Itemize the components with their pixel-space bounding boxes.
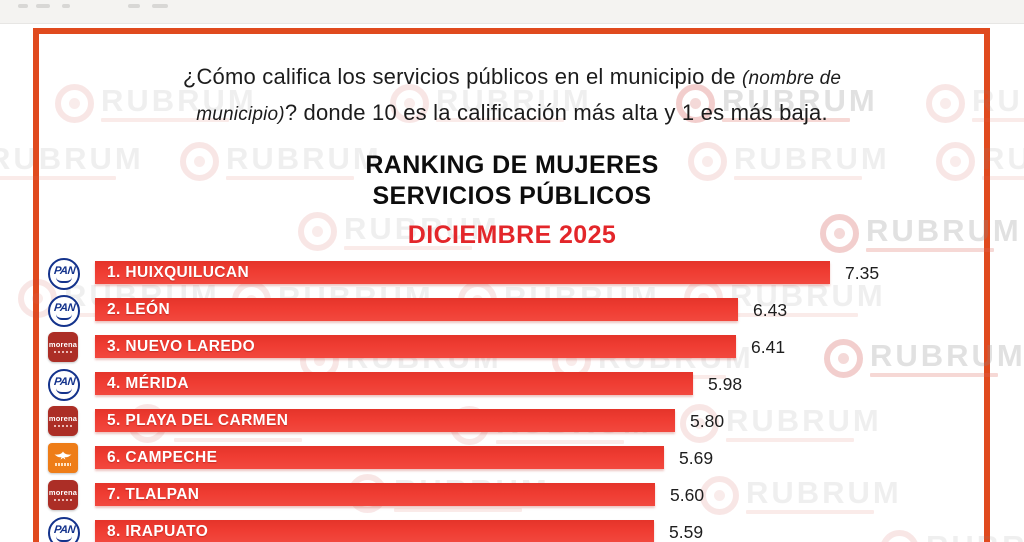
browser-top-strip xyxy=(0,0,1024,24)
ranking-row: 6. CAMPECHE 5.69 xyxy=(0,443,1024,473)
score-bar: 4. MÉRIDA xyxy=(95,372,693,395)
pan-swoosh-icon xyxy=(56,536,72,542)
municipality-label: 3. NUEVO LAREDO xyxy=(107,337,256,355)
score-bar: 2. LEÓN xyxy=(95,298,738,321)
morena-party-logo-icon: morena xyxy=(48,406,78,436)
score-value: 6.41 xyxy=(751,337,786,357)
faint-ui-mark xyxy=(152,4,168,8)
municipality-label: 8. IRAPUATO xyxy=(107,522,209,540)
morena-logo-tagline xyxy=(54,351,72,353)
survey-question: ¿Cómo califica los servicios públicos en… xyxy=(92,60,932,132)
score-value: 5.80 xyxy=(690,411,725,431)
question-text: ? donde 10 es la calificación más alta y… xyxy=(284,100,828,125)
pan-party-logo-icon: PAN xyxy=(48,517,80,542)
mc-logo-tagline xyxy=(55,463,71,466)
morena-logo-tagline xyxy=(54,425,72,427)
mc-party-logo-icon xyxy=(48,443,78,473)
municipality-label: 1. HUIXQUILUCAN xyxy=(107,263,250,281)
municipality-label: 7. TLALPAN xyxy=(107,485,200,503)
pan-party-logo-icon: PAN xyxy=(48,295,80,327)
pan-logo-label: PAN xyxy=(52,523,76,536)
score-bar: 1. HUIXQUILUCAN xyxy=(95,261,830,284)
municipality-label: 2. LEÓN xyxy=(107,300,171,318)
chart-title-line1: RANKING DE MUJERES xyxy=(365,151,659,179)
chart-title: RANKING DE MUJERES SERVICIOS PÚBLICOS xyxy=(92,150,932,212)
morena-logo-label: morena xyxy=(48,340,78,349)
ranking-row: 8. IRAPUATO 5.59 PAN xyxy=(0,517,1024,542)
ranking-row: 7. TLALPAN 5.60 morena xyxy=(0,480,1024,510)
ranking-row: 3. NUEVO LAREDO 6.41 morena xyxy=(0,332,1024,362)
faint-ui-mark xyxy=(128,4,140,8)
pan-swoosh-icon xyxy=(56,314,72,320)
morena-party-logo-icon: morena xyxy=(48,480,78,510)
score-value: 5.98 xyxy=(708,374,743,394)
ranking-row: 5. PLAYA DEL CARMEN 5.80 morena xyxy=(0,406,1024,436)
score-value: 5.60 xyxy=(670,485,705,505)
faint-ui-mark xyxy=(36,4,50,8)
pan-swoosh-icon xyxy=(56,277,72,283)
score-bar: 7. TLALPAN xyxy=(95,483,655,506)
question-italic-part: (nombre de xyxy=(742,68,842,89)
pan-party-logo-icon: PAN xyxy=(48,258,80,290)
pan-logo-label: PAN xyxy=(52,301,76,314)
chart-subtitle: DICIEMBRE 2025 xyxy=(407,221,617,249)
pan-logo-label: PAN xyxy=(52,264,76,277)
faint-ui-mark xyxy=(62,4,70,8)
municipality-label: 5. PLAYA DEL CARMEN xyxy=(107,411,289,429)
question-text: ¿Cómo califica los servicios públicos en… xyxy=(182,64,742,89)
pan-logo-label: PAN xyxy=(52,375,76,388)
morena-logo-label: morena xyxy=(48,488,78,497)
score-bar: 5. PLAYA DEL CARMEN xyxy=(95,409,675,432)
morena-logo-label: morena xyxy=(48,414,78,423)
pan-party-logo-icon: PAN xyxy=(48,369,80,401)
score-value: 7.35 xyxy=(845,263,880,283)
score-value: 5.59 xyxy=(669,522,704,542)
score-value: 5.69 xyxy=(679,448,714,468)
score-bar: 3. NUEVO LAREDO xyxy=(95,335,736,358)
ranking-row: 4. MÉRIDA 5.98 PAN xyxy=(0,369,1024,401)
faint-ui-mark xyxy=(18,4,28,8)
question-italic-part: municipio) xyxy=(196,104,285,125)
ranking-row: 2. LEÓN 6.43 PAN xyxy=(0,295,1024,327)
ranking-row: 1. HUIXQUILUCAN 7.35 PAN xyxy=(0,258,1024,290)
chart-title-line2: SERVICIOS PÚBLICOS xyxy=(372,182,652,210)
municipality-label: 4. MÉRIDA xyxy=(107,374,189,392)
morena-logo-tagline xyxy=(54,499,72,501)
morena-party-logo-icon: morena xyxy=(48,332,78,362)
pan-swoosh-icon xyxy=(56,388,72,394)
mc-eagle-icon xyxy=(54,451,72,460)
score-bar: 6. CAMPECHE xyxy=(95,446,664,469)
score-bar: 8. IRAPUATO xyxy=(95,520,654,542)
municipality-label: 6. CAMPECHE xyxy=(107,448,218,466)
score-value: 6.43 xyxy=(753,300,788,320)
